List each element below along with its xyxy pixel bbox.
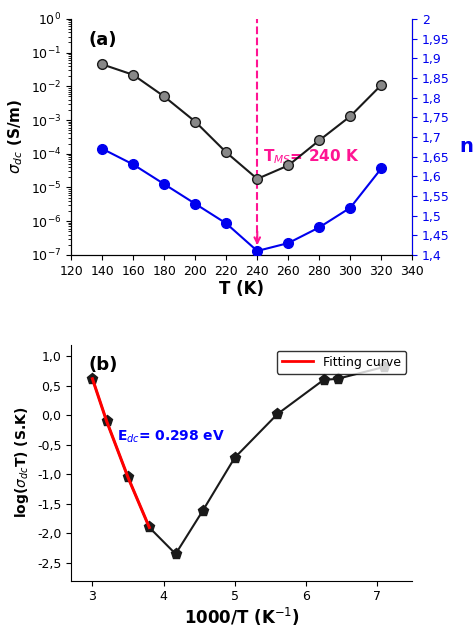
X-axis label: T (K): T (K)	[219, 280, 264, 298]
X-axis label: 1000/T (K$^{-1}$): 1000/T (K$^{-1}$)	[184, 606, 300, 628]
Legend: Fitting curve: Fitting curve	[277, 351, 406, 374]
Text: E$_{dc}$= 0.298 eV: E$_{dc}$= 0.298 eV	[117, 428, 225, 444]
Text: (a): (a)	[88, 31, 117, 49]
Y-axis label: log($\sigma_{dc}$T) (S.K): log($\sigma_{dc}$T) (S.K)	[13, 407, 31, 518]
Y-axis label: $\sigma_{dc}$ (S/m): $\sigma_{dc}$ (S/m)	[7, 99, 26, 174]
Text: (b): (b)	[88, 357, 118, 374]
Text: T$_{MS}$= 240 K: T$_{MS}$= 240 K	[264, 148, 360, 167]
Y-axis label: n: n	[460, 137, 474, 156]
